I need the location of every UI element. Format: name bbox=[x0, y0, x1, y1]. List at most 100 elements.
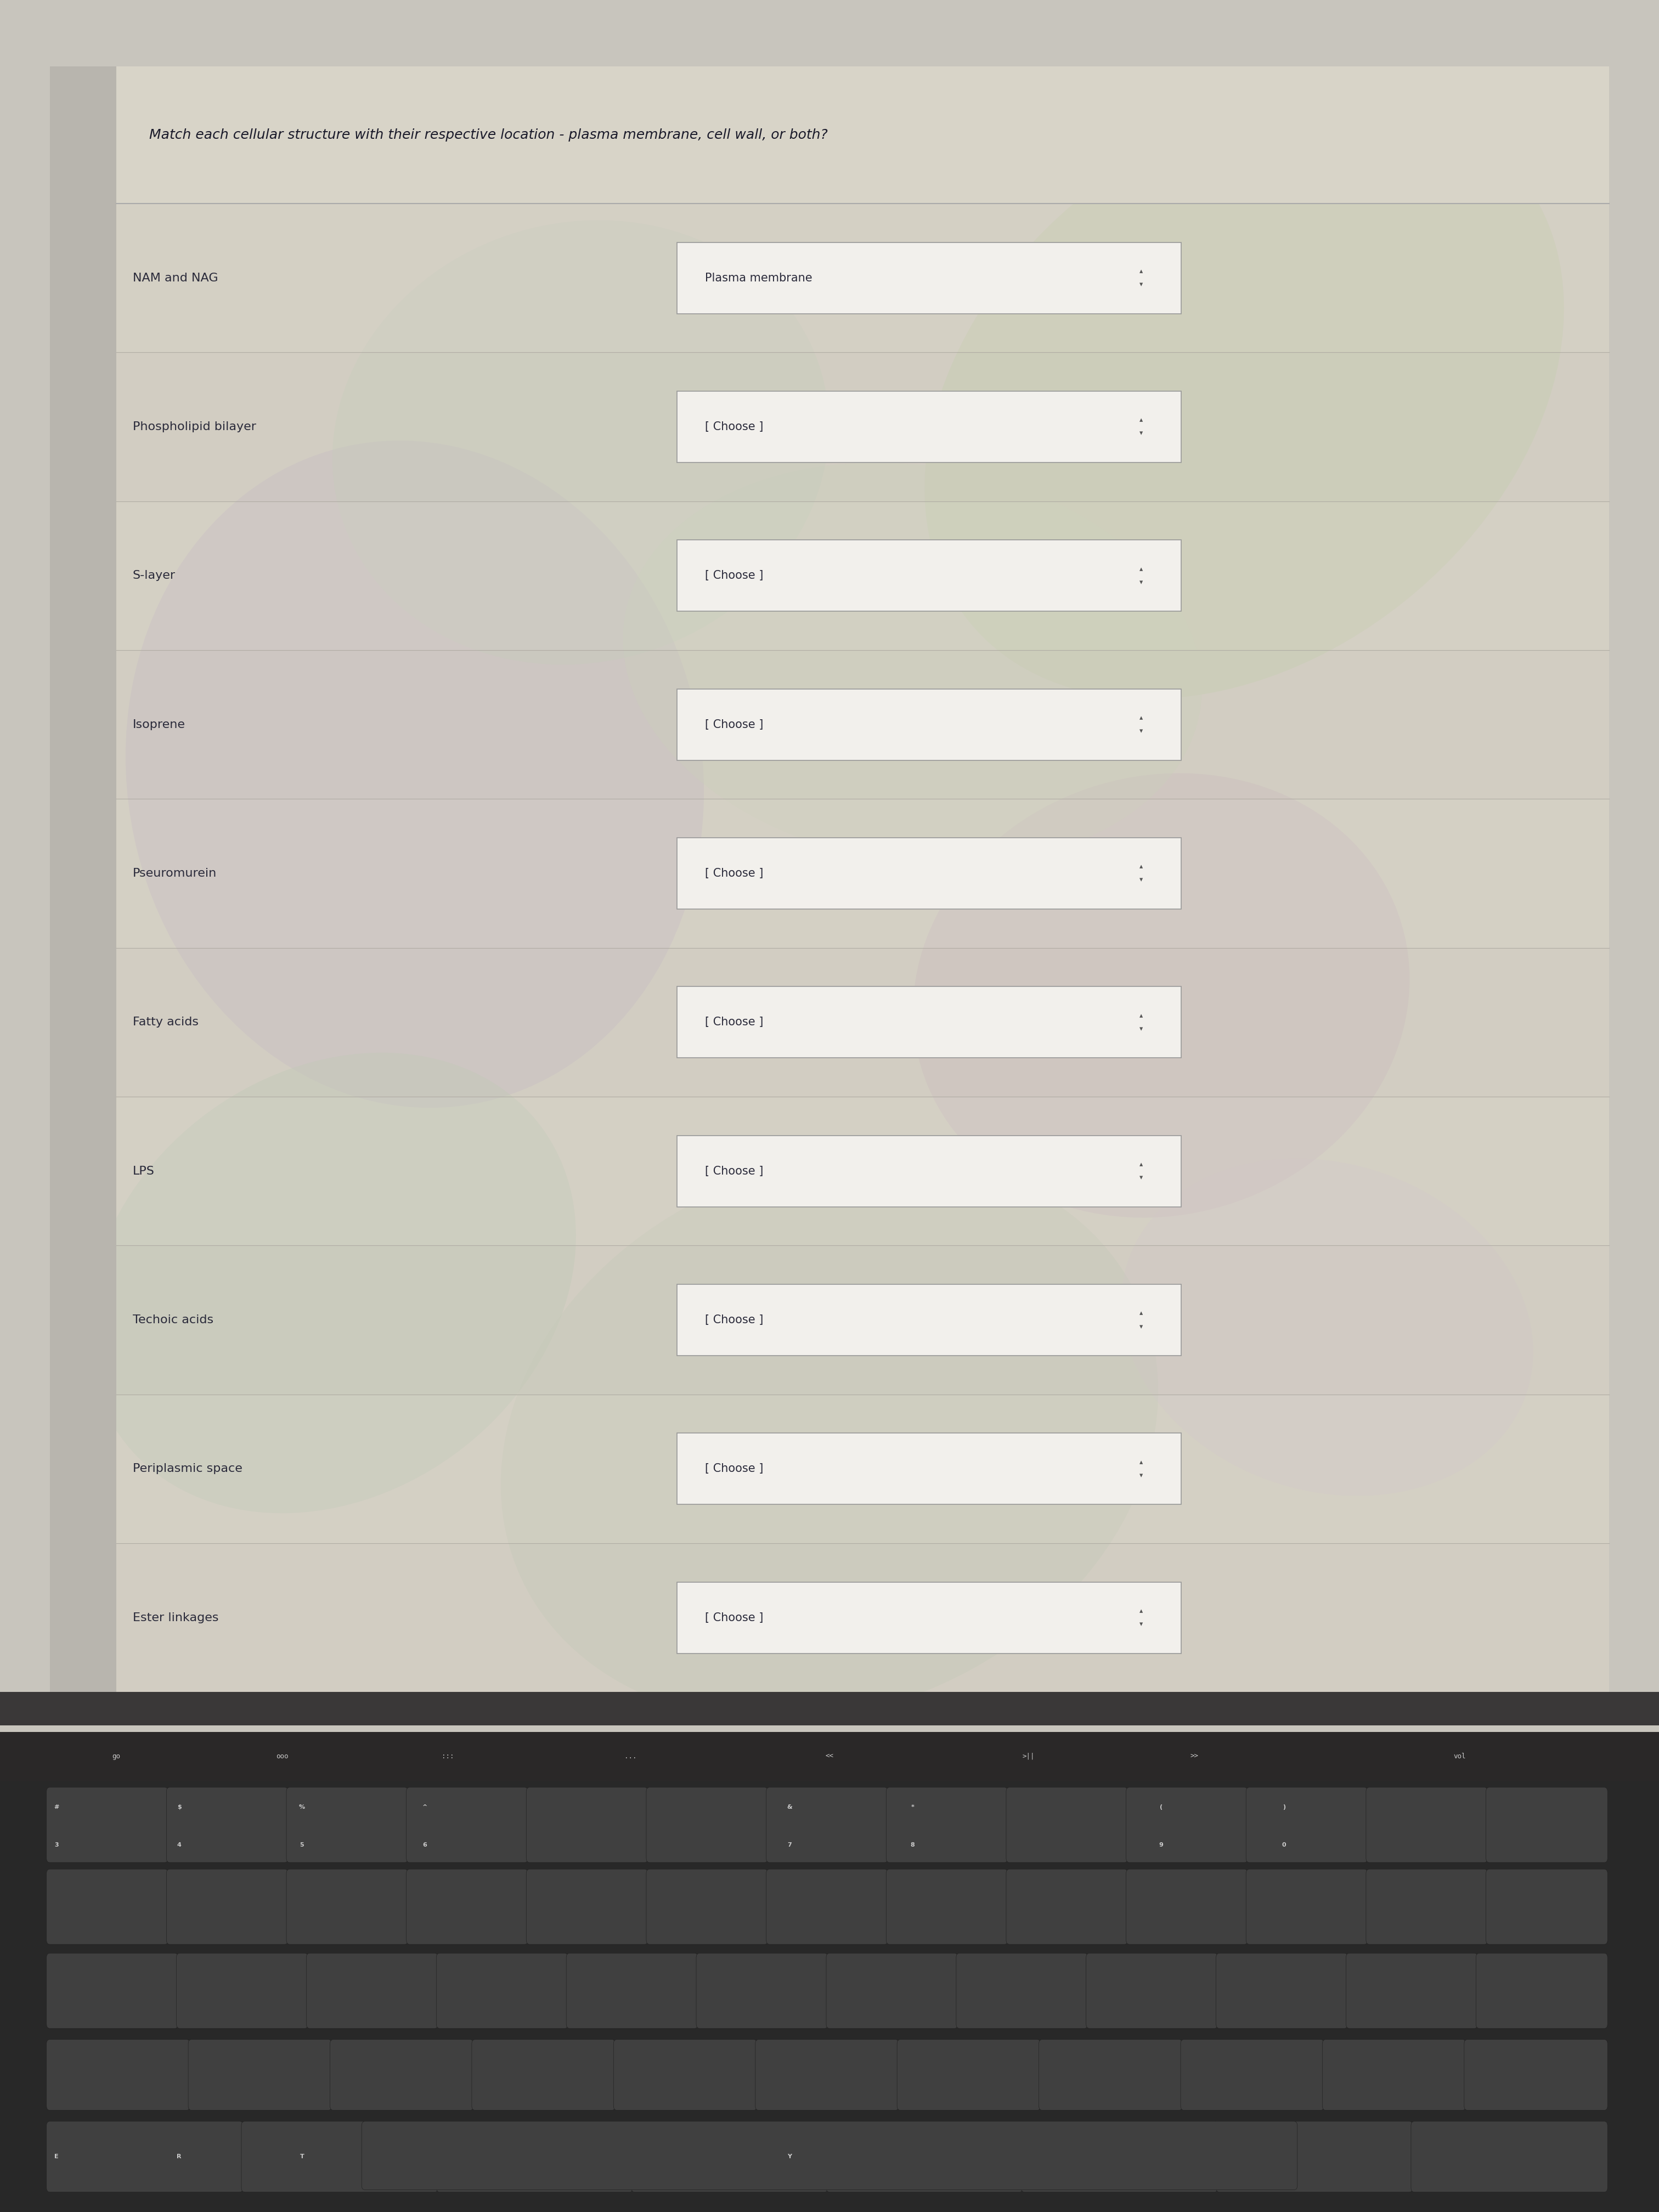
Text: ▾: ▾ bbox=[1140, 728, 1143, 734]
Bar bbox=[0, 1781, 1659, 2212]
FancyBboxPatch shape bbox=[46, 1869, 168, 1944]
FancyBboxPatch shape bbox=[1216, 2121, 1412, 2192]
FancyBboxPatch shape bbox=[1216, 1953, 1347, 2028]
Text: #: # bbox=[53, 1805, 60, 1809]
Text: ▴: ▴ bbox=[1140, 863, 1143, 869]
Text: ▴: ▴ bbox=[1140, 1458, 1143, 1467]
Text: 9: 9 bbox=[1160, 1843, 1163, 1847]
FancyBboxPatch shape bbox=[826, 1953, 957, 2028]
FancyBboxPatch shape bbox=[362, 2121, 1297, 2190]
Bar bbox=[116, 352, 1609, 502]
Text: 8: 8 bbox=[911, 1843, 914, 1847]
Bar bbox=[50, 66, 116, 1703]
FancyBboxPatch shape bbox=[46, 1787, 168, 1863]
FancyBboxPatch shape bbox=[1005, 1787, 1128, 1863]
Text: [ Choose ]: [ Choose ] bbox=[705, 1166, 763, 1177]
Text: [ Choose ]: [ Choose ] bbox=[705, 571, 763, 582]
FancyBboxPatch shape bbox=[677, 1433, 1181, 1504]
FancyBboxPatch shape bbox=[1246, 1869, 1367, 1944]
FancyBboxPatch shape bbox=[526, 1787, 649, 1863]
FancyBboxPatch shape bbox=[1465, 2039, 1608, 2110]
Text: ▾: ▾ bbox=[1140, 1621, 1143, 1628]
Text: <<: << bbox=[826, 1752, 833, 1761]
FancyBboxPatch shape bbox=[1345, 1953, 1478, 2028]
Bar bbox=[116, 66, 1609, 204]
Text: ▴: ▴ bbox=[1140, 1161, 1143, 1168]
FancyBboxPatch shape bbox=[46, 2121, 242, 2192]
FancyBboxPatch shape bbox=[697, 1953, 828, 2028]
Ellipse shape bbox=[912, 774, 1410, 1217]
Text: Y: Y bbox=[788, 2154, 791, 2159]
FancyBboxPatch shape bbox=[1020, 2121, 1218, 2192]
Text: [ Choose ]: [ Choose ] bbox=[705, 1464, 763, 1475]
FancyBboxPatch shape bbox=[471, 2039, 615, 2110]
Text: ▾: ▾ bbox=[1140, 1471, 1143, 1480]
Bar bbox=[116, 650, 1609, 799]
Ellipse shape bbox=[924, 97, 1564, 699]
Text: [ Choose ]: [ Choose ] bbox=[705, 1613, 763, 1624]
Text: R: R bbox=[178, 2154, 181, 2159]
Bar bbox=[116, 204, 1609, 352]
Ellipse shape bbox=[332, 221, 830, 664]
Text: (: ( bbox=[1160, 1805, 1163, 1809]
FancyBboxPatch shape bbox=[956, 1953, 1088, 2028]
FancyBboxPatch shape bbox=[826, 2121, 1022, 2192]
FancyBboxPatch shape bbox=[766, 1787, 888, 1863]
Bar bbox=[116, 947, 1609, 1097]
FancyBboxPatch shape bbox=[647, 1787, 768, 1863]
FancyBboxPatch shape bbox=[242, 2121, 438, 2192]
Text: ▾: ▾ bbox=[1140, 1323, 1143, 1329]
Bar bbox=[116, 1097, 1609, 1245]
Text: 3: 3 bbox=[55, 1843, 58, 1847]
FancyBboxPatch shape bbox=[1087, 1953, 1218, 2028]
FancyBboxPatch shape bbox=[1410, 2121, 1608, 2192]
FancyBboxPatch shape bbox=[287, 1787, 408, 1863]
FancyBboxPatch shape bbox=[677, 392, 1181, 462]
Text: ▾: ▾ bbox=[1140, 281, 1143, 288]
FancyBboxPatch shape bbox=[886, 1787, 1007, 1863]
FancyBboxPatch shape bbox=[1365, 1869, 1488, 1944]
FancyBboxPatch shape bbox=[436, 2121, 632, 2192]
FancyBboxPatch shape bbox=[1246, 1787, 1367, 1863]
Text: LPS: LPS bbox=[133, 1166, 154, 1177]
Text: ...: ... bbox=[624, 1752, 637, 1761]
FancyBboxPatch shape bbox=[406, 1787, 528, 1863]
Text: S-layer: S-layer bbox=[133, 571, 176, 582]
Bar bbox=[116, 502, 1609, 650]
Ellipse shape bbox=[88, 1053, 576, 1513]
FancyBboxPatch shape bbox=[1126, 1869, 1248, 1944]
Text: >>: >> bbox=[1191, 1752, 1198, 1761]
Text: ▾: ▾ bbox=[1140, 580, 1143, 586]
FancyBboxPatch shape bbox=[677, 987, 1181, 1057]
FancyBboxPatch shape bbox=[330, 2039, 473, 2110]
FancyBboxPatch shape bbox=[1486, 1787, 1608, 1863]
Text: 5: 5 bbox=[300, 1843, 304, 1847]
Text: *: * bbox=[911, 1805, 914, 1809]
FancyBboxPatch shape bbox=[677, 540, 1181, 611]
Text: Pseuromurein: Pseuromurein bbox=[133, 867, 217, 878]
Bar bbox=[50, 66, 1609, 1703]
FancyBboxPatch shape bbox=[766, 1869, 888, 1944]
Text: vol: vol bbox=[1453, 1752, 1467, 1761]
Text: E: E bbox=[55, 2154, 58, 2159]
FancyBboxPatch shape bbox=[1039, 2039, 1183, 2110]
Text: T: T bbox=[300, 2154, 304, 2159]
Text: ▾: ▾ bbox=[1140, 429, 1143, 438]
Ellipse shape bbox=[126, 440, 703, 1108]
Bar bbox=[116, 1394, 1609, 1544]
Text: ): ) bbox=[1282, 1805, 1286, 1809]
Ellipse shape bbox=[1121, 1159, 1533, 1495]
FancyBboxPatch shape bbox=[187, 2039, 332, 2110]
Text: ▴: ▴ bbox=[1140, 714, 1143, 721]
Text: ▾: ▾ bbox=[1140, 1175, 1143, 1181]
Text: Match each cellular structure with their respective location - plasma membrane, : Match each cellular structure with their… bbox=[149, 128, 828, 142]
FancyBboxPatch shape bbox=[1486, 1869, 1608, 1944]
Ellipse shape bbox=[622, 462, 1203, 865]
Text: ▴: ▴ bbox=[1140, 1013, 1143, 1020]
Text: [ Choose ]: [ Choose ] bbox=[705, 719, 763, 730]
FancyBboxPatch shape bbox=[406, 1869, 528, 1944]
FancyBboxPatch shape bbox=[677, 1135, 1181, 1208]
FancyBboxPatch shape bbox=[647, 1869, 768, 1944]
Text: Isoprene: Isoprene bbox=[133, 719, 186, 730]
FancyBboxPatch shape bbox=[677, 688, 1181, 761]
